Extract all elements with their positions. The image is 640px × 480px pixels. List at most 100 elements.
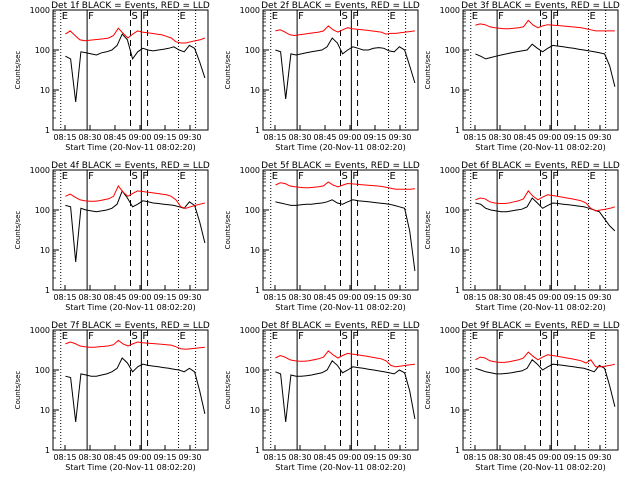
marker-label: E	[472, 331, 478, 342]
chart-title: Det 3f BLACK = Events, RED = LLD	[461, 1, 620, 11]
y-tick-label: 1	[455, 286, 460, 295]
y-tick-label: 10	[40, 406, 50, 415]
marker-label: F	[552, 171, 558, 182]
y-tick-label: 1000	[440, 6, 460, 15]
x-axis-label: Start Time (20-Nov-11 08:02:20)	[475, 303, 605, 312]
x-tick-label: 09:15	[563, 293, 586, 302]
chart-panel-2: Det 2f BLACK = Events, RED = LLD Counts/s…	[224, 1, 420, 152]
marker-label: F	[552, 331, 558, 342]
y-tick-label: 1000	[440, 326, 460, 335]
series-line-lld	[475, 190, 616, 212]
series-line-lld	[475, 351, 616, 368]
marker-label: F	[142, 171, 148, 182]
marker-label: F	[298, 171, 304, 182]
chart-panel-9: Det 9f BLACK = Events, RED = LLD Counts/s…	[424, 321, 620, 472]
x-tick-label: 08:30	[488, 293, 511, 302]
x-tick-label: 08:45	[313, 453, 336, 462]
y-tick-label: 1	[455, 446, 460, 455]
x-axis-label: Start Time (20-Nov-11 08:02:20)	[475, 463, 605, 472]
marker-label: E	[180, 171, 186, 182]
y-tick-label: 100	[445, 366, 460, 375]
x-tick-label: 08:30	[78, 293, 101, 302]
marker-label: S	[342, 11, 348, 22]
marker-label: F	[552, 11, 558, 22]
chart-title: Det 7f BLACK = Events, RED = LLD	[51, 321, 210, 331]
x-axis-label: Start Time (20-Nov-11 08:02:20)	[65, 143, 195, 152]
x-tick-label: 09:00	[128, 293, 151, 302]
y-axis-label: Counts/sec	[224, 211, 232, 250]
chart-title: Det 6f BLACK = Events, RED = LLD	[461, 161, 620, 171]
y-tick-label: 1000	[240, 6, 260, 15]
x-tick-label: 09:30	[388, 453, 411, 462]
series-line-lld	[475, 19, 615, 32]
x-tick-label: 08:15	[263, 133, 286, 142]
chart-panel-4: Det 4f BLACK = Events, RED = LLD Counts/s…	[14, 161, 210, 312]
marker-label: E	[390, 11, 396, 22]
x-tick-label: 09:30	[178, 293, 201, 302]
marker-label: S	[132, 331, 138, 342]
y-axis-label: Counts/sec	[424, 211, 432, 250]
x-tick-label: 08:45	[513, 293, 536, 302]
y-tick-label: 1	[255, 286, 260, 295]
chart-panel-5: Det 5f BLACK = Events, RED = LLD Counts/s…	[224, 161, 420, 312]
y-tick-label: 100	[445, 46, 460, 55]
x-tick-label: 09:30	[588, 133, 611, 142]
y-tick-label: 1	[255, 126, 260, 135]
marker-label: E	[472, 171, 478, 182]
x-tick-label: 08:45	[513, 453, 536, 462]
x-tick-label: 09:00	[538, 453, 561, 462]
x-tick-label: 09:00	[338, 453, 361, 462]
marker-label: E	[180, 11, 186, 22]
y-tick-label: 1	[455, 126, 460, 135]
marker-label: E	[590, 11, 596, 22]
marker-label: F	[298, 11, 304, 22]
y-tick-label: 1000	[30, 326, 50, 335]
marker-label: S	[132, 171, 138, 182]
x-tick-label: 08:15	[463, 293, 486, 302]
marker-label: E	[472, 11, 478, 22]
x-tick-label: 09:30	[178, 133, 201, 142]
y-tick-label: 10	[40, 86, 50, 95]
series-line-events	[475, 43, 616, 87]
marker-label: F	[352, 11, 358, 22]
y-tick-label: 10	[40, 246, 50, 255]
series-line-events	[65, 357, 206, 423]
y-tick-label: 100	[245, 46, 260, 55]
series-line-lld	[65, 27, 206, 44]
y-axis-label: Counts/sec	[14, 371, 22, 410]
y-tick-label: 100	[35, 206, 50, 215]
y-tick-label: 100	[35, 46, 50, 55]
y-tick-label: 1000	[240, 166, 260, 175]
marker-label: S	[542, 171, 548, 182]
marker-label: E	[62, 171, 68, 182]
marker-label: E	[272, 331, 278, 342]
x-tick-label: 09:15	[153, 133, 176, 142]
x-tick-label: 08:45	[313, 133, 336, 142]
marker-label: E	[62, 11, 68, 22]
x-axis-label: Start Time (20-Nov-11 08:02:20)	[65, 303, 195, 312]
series-line-events	[275, 199, 416, 271]
marker-label: S	[542, 331, 548, 342]
x-tick-label: 09:30	[178, 453, 201, 462]
x-tick-label: 09:15	[363, 293, 386, 302]
series-line-events	[475, 359, 616, 407]
x-tick-label: 08:15	[263, 453, 286, 462]
x-tick-label: 09:30	[588, 453, 611, 462]
y-tick-label: 100	[245, 366, 260, 375]
series-line-events	[275, 37, 416, 99]
y-tick-label: 10	[450, 86, 460, 95]
y-tick-label: 1000	[240, 326, 260, 335]
x-tick-label: 08:45	[103, 133, 126, 142]
marker-label: F	[88, 171, 94, 182]
x-axis-label: Start Time (20-Nov-11 08:02:20)	[275, 303, 405, 312]
chart-panel-8: Det 8f BLACK = Events, RED = LLD Counts/s…	[224, 321, 420, 472]
y-tick-label: 1	[45, 126, 50, 135]
marker-label: E	[272, 11, 278, 22]
series-line-lld	[275, 181, 415, 190]
y-tick-label: 10	[450, 406, 460, 415]
y-tick-label: 1000	[30, 6, 50, 15]
y-tick-label: 1	[255, 446, 260, 455]
y-axis-label: Counts/sec	[14, 51, 22, 90]
x-tick-label: 08:15	[263, 293, 286, 302]
